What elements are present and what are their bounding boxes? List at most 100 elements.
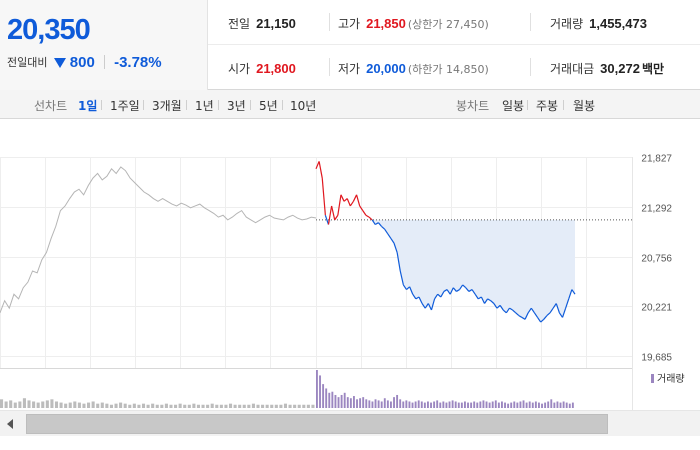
- today-segment: [340, 194, 345, 202]
- volume-bar: [343, 392, 346, 408]
- today-segment: [374, 222, 379, 226]
- period-3year[interactable]: 3년: [227, 99, 246, 113]
- today-segment: [530, 307, 535, 314]
- today-segment: [377, 222, 382, 227]
- volume-bar: [544, 402, 547, 408]
- volume-bar: [105, 403, 109, 408]
- divider: [563, 100, 564, 110]
- volume-bar: [155, 404, 159, 408]
- chart-scrollbar[interactable]: [0, 410, 700, 436]
- candle-daily[interactable]: 일봉: [502, 99, 525, 113]
- volume-bar: [457, 402, 460, 408]
- volume-bar: [377, 400, 380, 408]
- today-segment: [399, 270, 404, 286]
- volume-bar: [501, 401, 503, 408]
- period-1week[interactable]: 1주일: [110, 99, 140, 113]
- today-segment: [462, 284, 467, 289]
- period-1day[interactable]: 1일: [78, 99, 98, 113]
- volume-bar: [362, 397, 365, 408]
- volume-bar: [137, 404, 141, 408]
- chart-canvas: 21,827 21,292 20,756 20,221 19,685 거래량: [0, 154, 685, 410]
- volume-bar: [22, 398, 26, 408]
- today-segment: [415, 296, 420, 300]
- y-tick-label: 21,292: [641, 204, 672, 215]
- today-segment: [437, 293, 442, 298]
- today-segment: [402, 284, 407, 290]
- upper-limit: (상한가 27,450): [407, 18, 489, 31]
- volume-bar: [411, 402, 414, 408]
- volume-bar: [328, 392, 331, 408]
- stat-label: 시가: [228, 62, 251, 76]
- today-segment: [509, 307, 513, 311]
- volume-bar: [522, 400, 525, 408]
- volume-bar: [408, 401, 411, 408]
- volume-bar: [346, 397, 349, 408]
- today-segment: [440, 291, 445, 298]
- volume-bar: [4, 401, 8, 408]
- volume-bar: [192, 403, 196, 408]
- volume-bar: [151, 403, 155, 408]
- volume-bar: [96, 403, 100, 408]
- stat-value: 21,800: [256, 61, 296, 76]
- scroll-left-button[interactable]: [4, 416, 18, 432]
- stat-value: 20,000: [366, 61, 406, 76]
- volume-bar: [233, 404, 237, 408]
- today-segment: [427, 303, 432, 311]
- volume-bar: [242, 404, 246, 408]
- volume-bar: [559, 402, 562, 408]
- volume-bar: [414, 401, 417, 408]
- volume-bar: [77, 402, 81, 408]
- volume-bar: [13, 402, 17, 408]
- today-segment: [393, 242, 398, 253]
- y-tick-label: 20,756: [641, 254, 672, 265]
- volume-bar: [516, 402, 519, 408]
- volume-bar: [353, 396, 355, 408]
- candle-weekly[interactable]: 주봉: [536, 99, 559, 113]
- today-segment: [540, 318, 545, 323]
- today-segment: [368, 216, 373, 221]
- volume-bar: [374, 399, 377, 408]
- period-5year[interactable]: 5년: [259, 99, 278, 113]
- today-segment: [524, 312, 529, 320]
- today-segment: [518, 315, 523, 318]
- volume-bar: [356, 399, 358, 408]
- volume-bar: [445, 402, 448, 408]
- candle-monthly[interactable]: 월봉: [573, 99, 596, 113]
- volume-bar: [476, 402, 479, 408]
- volume-bar: [439, 402, 442, 408]
- today-segment: [490, 300, 495, 304]
- today-segment: [359, 205, 364, 211]
- today-segment: [552, 303, 557, 309]
- candle-chart-label: 봉차트: [456, 99, 490, 113]
- period-1year[interactable]: 1년: [195, 99, 214, 113]
- stat-value: 21,850: [366, 16, 406, 31]
- divider: [527, 100, 528, 110]
- period-10year[interactable]: 10년: [290, 99, 317, 113]
- volume-bar: [380, 401, 383, 408]
- price-chart[interactable]: 21,827 21,292 20,756 20,221 19,685 거래량: [0, 120, 700, 450]
- volume-bar: [0, 399, 4, 408]
- period-3month[interactable]: 3개월: [152, 99, 182, 113]
- volume-bar: [433, 401, 436, 408]
- volume-bar: [228, 403, 233, 408]
- stat-label: 고가: [338, 17, 361, 31]
- volume-bar: [270, 404, 274, 408]
- volume-bar: [525, 402, 528, 408]
- volume-bar: [553, 402, 556, 408]
- volume-bar: [494, 400, 497, 408]
- today-segment: [346, 198, 351, 207]
- divider: [186, 100, 187, 110]
- volume-bar: [18, 401, 22, 408]
- volume-bar: [482, 400, 485, 408]
- today-segment: [568, 289, 573, 300]
- volume-bar: [164, 403, 168, 408]
- today-segment: [505, 307, 510, 314]
- change-rate: -3.78%: [114, 54, 162, 71]
- volume-bar: [507, 403, 510, 408]
- today-segment: [412, 293, 417, 300]
- today-segment: [465, 287, 470, 292]
- stat-open: 시가 21,800: [228, 60, 296, 77]
- today-segment: [362, 210, 367, 216]
- scroll-thumb[interactable]: [26, 414, 608, 434]
- today-segment: [390, 238, 395, 244]
